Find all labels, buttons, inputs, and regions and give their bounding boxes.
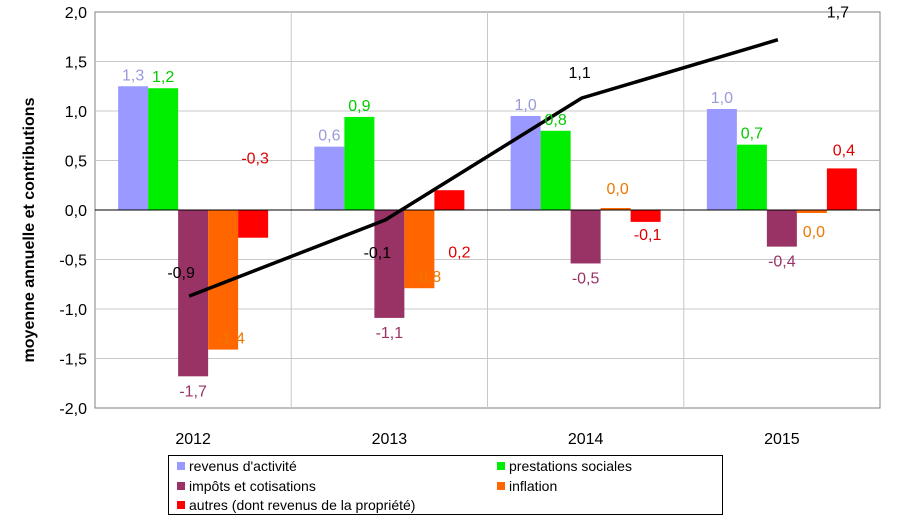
data-label: 0,7 <box>741 126 763 143</box>
y-tick-label: -1,5 <box>59 352 87 369</box>
line-label: 1,1 <box>569 65 591 82</box>
bar <box>706 109 737 210</box>
legend-swatch <box>177 462 185 470</box>
bar <box>374 210 405 318</box>
legend-item: prestations sociales <box>497 458 632 475</box>
data-label: 0,4 <box>833 142 855 159</box>
legend-item: impôts et cotisations <box>177 478 316 495</box>
legend-swatch <box>497 462 505 470</box>
x-tick-label: 2013 <box>372 431 408 448</box>
y-tick-label: -1,0 <box>59 302 87 319</box>
data-label: -0,8 <box>414 269 442 286</box>
y-tick-label: -0,5 <box>59 253 87 270</box>
x-tick-label: 2015 <box>764 431 800 448</box>
chart: -2,0 -1,5 -1,0 -0,5 0,0 0,5 1,0 1,5 2,0 2012 2013… <box>21 5 881 448</box>
bar <box>766 210 797 247</box>
bar <box>736 144 767 210</box>
y-tick-label: -2,0 <box>59 401 87 418</box>
legend-swatch <box>497 482 505 490</box>
total-line <box>188 38 779 298</box>
bar <box>148 88 179 210</box>
legend-label: prestations sociales <box>509 458 632 474</box>
line-label: -0,9 <box>167 265 195 282</box>
legend-swatch <box>177 501 185 509</box>
legend-item: inflation <box>497 478 557 495</box>
data-label: 1,3 <box>122 67 144 84</box>
legend-item: revenus d'activité <box>177 458 297 475</box>
bar <box>434 190 465 210</box>
legend-swatch <box>177 482 185 490</box>
bar <box>404 210 435 289</box>
bar <box>570 210 601 264</box>
data-label: -1,7 <box>179 383 207 400</box>
bar <box>238 210 269 238</box>
legend-label: autres (dont revenus de la propriété) <box>189 497 416 513</box>
data-label: 0,9 <box>348 98 370 115</box>
y-tick-label: 1,0 <box>65 104 87 121</box>
y-axis-label: moyenne annuelle et contributions <box>21 97 38 362</box>
y-tick-label: 0,0 <box>65 203 87 220</box>
legend-label: revenus d'activité <box>189 458 297 474</box>
bar <box>118 86 149 210</box>
data-label: 1,0 <box>711 90 733 107</box>
data-label: -0,5 <box>572 270 600 287</box>
bar <box>510 115 541 210</box>
bar <box>314 146 345 210</box>
bar <box>344 116 375 210</box>
bar <box>600 208 631 210</box>
data-label: 0,0 <box>607 181 629 198</box>
bar <box>540 130 571 210</box>
line-label: 1,7 <box>827 5 849 22</box>
x-tick-label: 2014 <box>568 431 604 448</box>
data-label: -0,3 <box>241 150 269 167</box>
data-label: 1,0 <box>515 97 537 114</box>
data-label: -0,1 <box>634 227 662 244</box>
bar <box>826 168 857 210</box>
data-label: 0,2 <box>448 245 470 262</box>
x-tick-label: 2012 <box>175 431 211 448</box>
data-label: -1,1 <box>376 325 404 342</box>
data-label: -1,4 <box>217 331 245 348</box>
line-label: -0,1 <box>364 245 392 262</box>
y-tick-label: 0,5 <box>65 154 87 171</box>
bar <box>796 210 827 213</box>
data-label: 0,8 <box>545 112 567 129</box>
data-label: 1,2 <box>152 69 174 86</box>
legend-item: autres (dont revenus de la propriété) <box>177 497 415 514</box>
legend-label: inflation <box>509 478 558 494</box>
y-tick-label: 2,0 <box>65 5 87 22</box>
bar <box>630 210 661 222</box>
data-label: -0,4 <box>768 254 796 271</box>
data-label: 0,6 <box>318 128 340 145</box>
y-tick-label: 1,5 <box>65 55 87 72</box>
data-label: 0,0 <box>803 224 825 241</box>
legend-label: impôts et cotisations <box>189 478 316 494</box>
legend: revenus d'activité prestations sociales im… <box>168 455 723 515</box>
